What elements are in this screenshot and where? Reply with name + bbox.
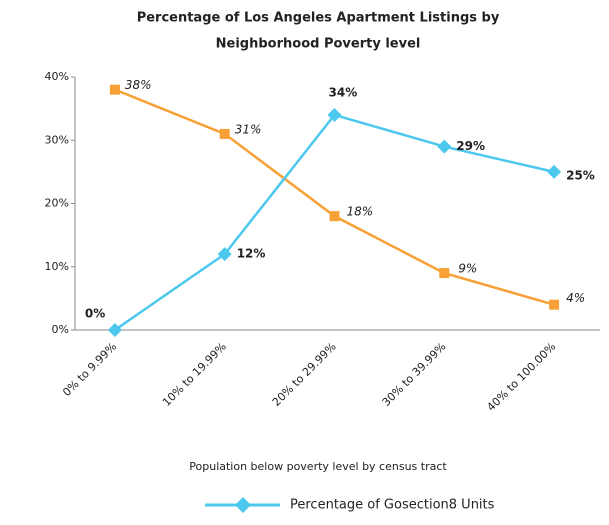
x-tick-label: 20% to 29.99%	[270, 340, 339, 409]
marker	[327, 107, 342, 122]
data-label: 34%	[329, 85, 358, 99]
data-label: 31%	[235, 122, 262, 136]
y-tick-label: 30%	[45, 133, 69, 146]
x-tick-label: 40% to 100.00%	[484, 340, 558, 414]
marker	[549, 299, 560, 310]
y-tick-label: 20%	[45, 197, 69, 210]
marker	[439, 268, 450, 279]
marker	[109, 84, 120, 95]
data-label: 38%	[125, 78, 152, 92]
data-label: 12%	[237, 247, 266, 261]
marker	[217, 247, 232, 262]
series-line	[114, 113, 555, 332]
data-label: 4%	[566, 291, 585, 305]
data-label: 9%	[458, 262, 477, 276]
chart-title: Percentage of Los Angeles Apartment List…	[137, 11, 500, 26]
data-label: 18%	[347, 205, 374, 219]
marker	[219, 128, 230, 139]
data-label: 0%	[85, 307, 105, 321]
legend-marker	[235, 497, 251, 513]
marker	[329, 211, 340, 222]
x-tick-label: 30% to 39.99%	[380, 340, 449, 409]
marker	[107, 323, 122, 337]
marker	[437, 139, 452, 154]
legend-label: Percentage of Gosection8 Units	[290, 498, 495, 513]
marker	[547, 164, 562, 179]
data-label: 25%	[566, 168, 595, 182]
chart-title: Neighborhood Poverty level	[216, 37, 421, 52]
y-tick-label: 0%	[52, 323, 69, 336]
y-tick-label: 40%	[45, 70, 69, 83]
data-label: 29%	[456, 139, 485, 153]
y-tick-label: 10%	[45, 260, 69, 273]
x-tick-label: 0% to 9.99%	[60, 340, 119, 399]
x-tick-label: 10% to 19.99%	[160, 340, 229, 409]
x-axis-label: Population below poverty level by census…	[189, 460, 447, 473]
